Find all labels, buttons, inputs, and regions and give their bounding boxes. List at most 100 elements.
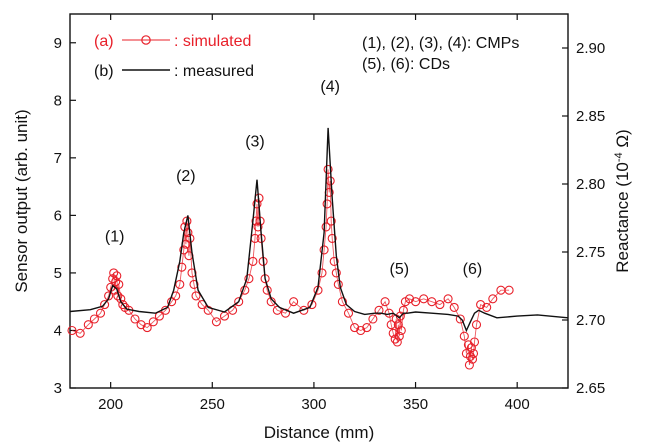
x-tick-label: 350 [403,396,428,413]
series-simulated-point [488,294,498,304]
series-simulated-point [118,300,128,310]
note-cmps: (1), (2), (3), (4): CMPs [362,35,519,52]
series-simulated-point [362,323,372,333]
series-simulated-point [331,268,341,278]
series-simulated-point [95,308,106,318]
series-simulated-point [253,222,263,232]
x-tick-label: 250 [200,396,225,413]
series-layer [67,127,569,370]
series-simulated-point [244,274,254,284]
y2-axis-title-end: Ω) [613,129,632,152]
series-simulated-point [191,291,201,301]
y2-tick-label: 2.75 [576,244,605,261]
y-tick-label: 7 [54,150,62,167]
series-simulated-point [272,305,282,315]
legend-simulated-label: : simulated [174,33,251,50]
series-simulated-point [322,199,332,209]
series-simulated-point [179,245,189,255]
series-simulated-point [317,268,327,278]
series-simulated-point [187,268,197,278]
y-tick-label: 5 [54,265,62,282]
y2-tick-label: 2.80 [576,176,605,193]
peak-label: (6) [463,261,483,278]
series-simulated-point [326,216,336,226]
series-simulated-point [100,300,110,310]
y2-tick-label: 2.85 [576,108,605,125]
series-simulated-point [148,317,158,327]
legend-simulated-prefix: (a) [94,33,114,50]
series-simulated-point [112,271,122,281]
series-simulated-point [333,279,343,289]
peak-label: (4) [320,79,340,96]
y-tick-label: 4 [54,322,62,339]
peak-label: (3) [245,133,265,150]
series-simulated-point [177,262,187,272]
series-simulated-point [464,360,474,370]
series-simulated-point [482,302,492,312]
legend-measured-prefix: (b) [94,63,114,80]
series-simulated-point [136,320,146,330]
series-measured-line [69,127,569,333]
series-simulated-point [350,323,360,333]
series-simulated-point [468,348,479,359]
y-tick-label: 6 [54,207,62,224]
legend-simulated-marker [141,35,151,45]
series-simulated-point [463,340,473,350]
series-simulated-point [319,245,329,255]
y2-axis-title: Reactance (10-4 Ω) [613,129,632,272]
series-simulated-point [396,325,406,336]
series-simulated-point [289,297,299,307]
series-simulated-point [435,300,445,310]
series-simulated-point [321,222,331,232]
series-simulated-point [374,305,384,315]
peak-label: (1) [105,228,125,245]
y-tick-label: 8 [54,92,62,109]
y2-axis-title-sup: -4 [613,152,625,162]
series-simulated-point [465,351,475,361]
legend: (a) : simulated (b) : measured [94,33,254,80]
series-simulated-point [393,320,403,330]
series-simulated-point [459,331,469,341]
y2-tick-label: 2.65 [576,380,605,397]
series-simulated-point [392,337,402,347]
series-simulated-point [368,314,378,324]
series-simulated-point [469,337,480,347]
series-simulated-point [109,268,119,278]
series-simulated-point [449,302,459,312]
x-tick-label: 400 [505,396,530,413]
series-simulated-point [388,328,398,338]
series-simulated-point [504,285,514,295]
x-tick-label: 300 [301,396,326,413]
series-simulated-point [329,256,339,266]
axis-ticks: 200 250 300 350 400 3 4 5 6 7 8 9 2.65 2.70 2.75 2.80 2.… [54,14,605,413]
series-simulated-point [337,297,347,307]
y2-tick-label: 2.90 [576,40,605,57]
note-cds: (5), (6): CDs [362,56,450,73]
series-simulated-point [111,277,121,287]
series-simulated-point [398,305,408,315]
series-simulated-point [327,233,337,243]
peak-labels: (1) (2) (3) (4) (5) (6) [105,79,482,278]
y2-axis-title-main: Reactance (10 [613,162,632,273]
series-simulated-point [443,294,453,304]
series-simulated-point [323,164,333,174]
x-axis-title: Distance (mm) [264,423,375,442]
series-simulated-point [154,311,164,321]
series-simulated-point [83,320,93,330]
y-tick-label: 9 [54,35,62,52]
series-simulated-point [404,294,415,304]
series-simulated-point [467,354,478,364]
series-simulated-point [67,325,77,336]
series-simulated-point [411,297,421,307]
series-simulated-point [75,328,85,338]
y-tick-label: 3 [54,380,62,397]
series-simulated-point [189,279,199,289]
series-simulated-point [343,308,354,318]
series-simulated-point [234,297,244,307]
series-simulated-point [175,279,185,289]
series-simulated-point [419,294,429,304]
series-simulated-point [356,325,366,336]
series-simulated-point [252,199,262,209]
y2-tick-label: 2.70 [576,312,605,329]
